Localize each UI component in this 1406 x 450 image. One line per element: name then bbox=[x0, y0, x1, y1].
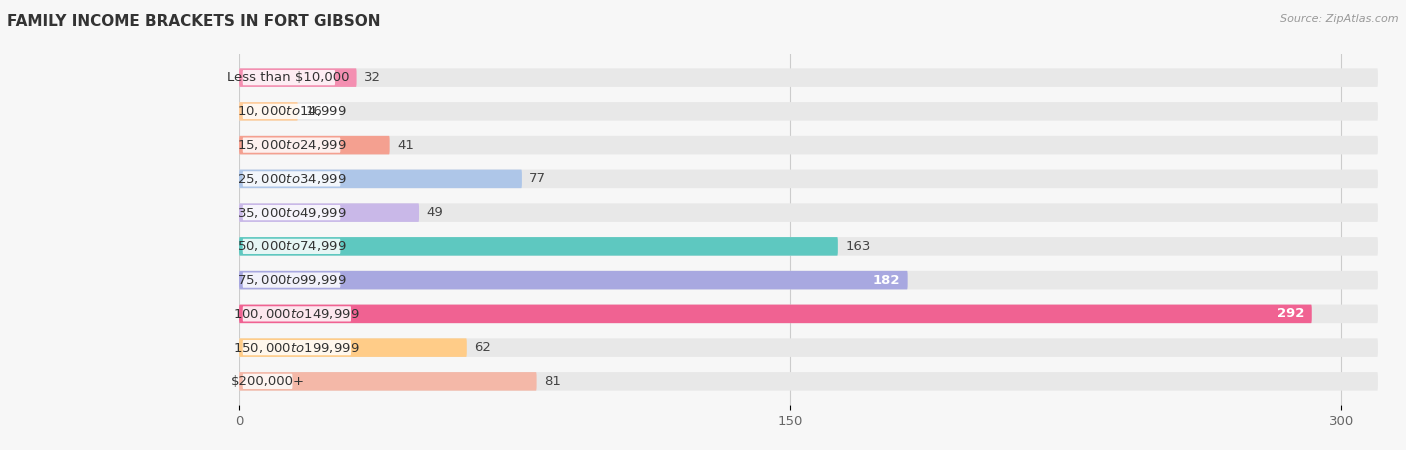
Text: $100,000 to $149,999: $100,000 to $149,999 bbox=[233, 307, 360, 321]
FancyBboxPatch shape bbox=[239, 338, 467, 357]
Text: 81: 81 bbox=[544, 375, 561, 388]
FancyBboxPatch shape bbox=[243, 306, 352, 321]
FancyBboxPatch shape bbox=[239, 136, 1378, 154]
Text: FAMILY INCOME BRACKETS IN FORT GIBSON: FAMILY INCOME BRACKETS IN FORT GIBSON bbox=[7, 14, 381, 28]
FancyBboxPatch shape bbox=[239, 305, 1378, 323]
FancyBboxPatch shape bbox=[239, 271, 908, 289]
Text: 62: 62 bbox=[474, 341, 491, 354]
Text: $15,000 to $24,999: $15,000 to $24,999 bbox=[236, 138, 346, 152]
FancyBboxPatch shape bbox=[239, 136, 389, 154]
FancyBboxPatch shape bbox=[239, 170, 1378, 188]
Text: $25,000 to $34,999: $25,000 to $34,999 bbox=[236, 172, 346, 186]
FancyBboxPatch shape bbox=[239, 203, 419, 222]
FancyBboxPatch shape bbox=[239, 271, 1378, 289]
Text: 182: 182 bbox=[873, 274, 900, 287]
FancyBboxPatch shape bbox=[239, 237, 838, 256]
FancyBboxPatch shape bbox=[243, 70, 335, 85]
FancyBboxPatch shape bbox=[243, 138, 340, 153]
FancyBboxPatch shape bbox=[239, 237, 1378, 256]
FancyBboxPatch shape bbox=[239, 203, 1378, 222]
FancyBboxPatch shape bbox=[239, 170, 522, 188]
Text: Source: ZipAtlas.com: Source: ZipAtlas.com bbox=[1281, 14, 1399, 23]
Text: Less than $10,000: Less than $10,000 bbox=[228, 71, 350, 84]
Text: 77: 77 bbox=[529, 172, 547, 185]
Text: 32: 32 bbox=[364, 71, 381, 84]
Text: $50,000 to $74,999: $50,000 to $74,999 bbox=[236, 239, 346, 253]
Text: 16: 16 bbox=[305, 105, 322, 118]
FancyBboxPatch shape bbox=[243, 340, 352, 355]
Text: 292: 292 bbox=[1277, 307, 1305, 320]
FancyBboxPatch shape bbox=[239, 68, 357, 87]
FancyBboxPatch shape bbox=[239, 102, 1378, 121]
Text: 41: 41 bbox=[396, 139, 413, 152]
Text: $75,000 to $99,999: $75,000 to $99,999 bbox=[236, 273, 346, 287]
FancyBboxPatch shape bbox=[239, 102, 298, 121]
Text: $10,000 to $14,999: $10,000 to $14,999 bbox=[236, 104, 346, 118]
FancyBboxPatch shape bbox=[239, 372, 537, 391]
FancyBboxPatch shape bbox=[243, 104, 340, 119]
Text: $150,000 to $199,999: $150,000 to $199,999 bbox=[233, 341, 360, 355]
FancyBboxPatch shape bbox=[239, 305, 1312, 323]
Text: $200,000+: $200,000+ bbox=[231, 375, 305, 388]
FancyBboxPatch shape bbox=[239, 372, 1378, 391]
Text: $35,000 to $49,999: $35,000 to $49,999 bbox=[236, 206, 346, 220]
FancyBboxPatch shape bbox=[239, 338, 1378, 357]
Text: 163: 163 bbox=[845, 240, 870, 253]
Text: 49: 49 bbox=[426, 206, 443, 219]
FancyBboxPatch shape bbox=[243, 374, 292, 389]
FancyBboxPatch shape bbox=[243, 239, 340, 254]
FancyBboxPatch shape bbox=[243, 205, 340, 220]
FancyBboxPatch shape bbox=[243, 171, 340, 186]
FancyBboxPatch shape bbox=[239, 68, 1378, 87]
FancyBboxPatch shape bbox=[243, 273, 340, 288]
